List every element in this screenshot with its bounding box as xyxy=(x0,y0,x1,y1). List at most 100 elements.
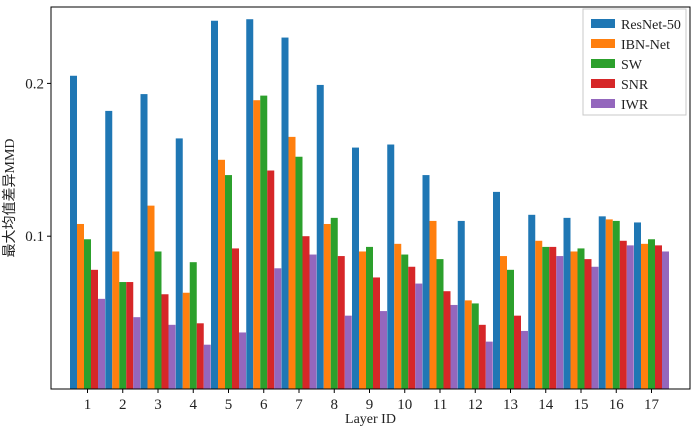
legend-label-iwr: IWR xyxy=(621,98,649,113)
bar-iwr-layer-13 xyxy=(521,330,528,389)
bar-group-layer-3 xyxy=(140,94,176,389)
bar-iwr-layer-6 xyxy=(274,268,282,389)
y-tick-label: 0.2 xyxy=(25,76,44,92)
bar-group-layer-17 xyxy=(634,222,669,389)
bar-snr-layer-10 xyxy=(408,266,416,389)
bar-iwr-layer-10 xyxy=(415,283,423,389)
bar-ibn-net-layer-1 xyxy=(77,223,84,389)
bar-snr-layer-9 xyxy=(373,277,380,389)
bar-iwr-layer-14 xyxy=(556,256,564,389)
bar-snr-layer-17 xyxy=(655,245,662,389)
bar-snr-layer-7 xyxy=(302,236,310,389)
y-tick-label: 0.1 xyxy=(25,229,44,245)
bar-snr-layer-6 xyxy=(267,170,275,389)
bar-ibn-net-layer-3 xyxy=(147,205,155,389)
x-tick-label: 14 xyxy=(538,397,554,413)
x-tick-label: 15 xyxy=(574,397,589,413)
bar-resnet-50-layer-17 xyxy=(634,222,641,389)
x-tick-label: 9 xyxy=(366,397,374,413)
bar-iwr-layer-8 xyxy=(344,315,352,389)
bar-snr-layer-2 xyxy=(126,282,134,389)
x-tick-label: 5 xyxy=(225,397,233,413)
bar-resnet-50-layer-16 xyxy=(598,216,606,389)
legend-label-snr: SNR xyxy=(621,78,649,93)
bar-snr-layer-4 xyxy=(196,323,204,389)
bar-sw-layer-5 xyxy=(225,175,232,389)
bar-group-layer-6 xyxy=(246,19,282,390)
bar-snr-layer-12 xyxy=(478,324,486,389)
bar-iwr-layer-12 xyxy=(485,341,493,389)
bar-snr-layer-11 xyxy=(443,291,451,389)
legend-swatch-ibn-net xyxy=(591,39,615,48)
bar-snr-layer-1 xyxy=(91,269,98,389)
bar-resnet-50-layer-15 xyxy=(563,217,571,389)
bar-ibn-net-layer-2 xyxy=(112,251,120,389)
bar-ibn-net-layer-11 xyxy=(429,220,437,389)
x-tick-label: 7 xyxy=(295,397,303,413)
bar-sw-layer-10 xyxy=(401,254,409,389)
bar-ibn-net-layer-9 xyxy=(359,251,366,389)
bar-group-layer-4 xyxy=(175,138,211,389)
y-axis-label: 最大均值差异MMD xyxy=(2,138,18,257)
bar-iwr-layer-15 xyxy=(591,266,599,389)
bar-sw-layer-9 xyxy=(366,246,373,389)
bar-snr-layer-15 xyxy=(584,259,592,389)
bar-iwr-layer-1 xyxy=(98,298,105,389)
bar-snr-layer-5 xyxy=(232,248,239,389)
bar-snr-layer-3 xyxy=(161,294,169,389)
bar-iwr-layer-16 xyxy=(626,245,634,389)
bar-group-layer-1 xyxy=(70,75,105,389)
bar-ibn-net-layer-8 xyxy=(323,223,331,389)
bar-group-layer-12 xyxy=(457,220,493,389)
bar-group-layer-14 xyxy=(528,214,564,389)
bar-group-layer-10 xyxy=(387,144,423,389)
x-tick-label: 6 xyxy=(260,397,268,413)
bar-group-layer-9 xyxy=(352,147,387,389)
bar-sw-layer-17 xyxy=(648,239,655,389)
bar-sw-layer-4 xyxy=(189,262,197,389)
bar-snr-layer-8 xyxy=(337,256,345,389)
bar-resnet-50-layer-12 xyxy=(457,220,465,389)
bar-group-layer-8 xyxy=(316,84,352,390)
bar-sw-layer-12 xyxy=(471,303,479,389)
bar-iwr-layer-5 xyxy=(239,332,246,389)
bar-sw-layer-6 xyxy=(260,95,268,390)
bar-sw-layer-15 xyxy=(577,248,585,389)
plot-frame xyxy=(50,6,691,390)
legend-label-ibn-net: IBN-Net xyxy=(621,38,670,53)
bar-ibn-net-layer-17 xyxy=(641,243,648,389)
bar-snr-layer-16 xyxy=(619,240,627,389)
x-tick-label: 12 xyxy=(468,397,483,413)
legend-swatch-snr xyxy=(591,79,615,88)
bar-iwr-layer-3 xyxy=(168,324,176,389)
bar-resnet-50-layer-1 xyxy=(70,75,77,389)
x-tick-label: 10 xyxy=(397,397,412,413)
bar-sw-layer-14 xyxy=(542,246,550,389)
bar-iwr-layer-7 xyxy=(309,254,317,389)
bar-resnet-50-layer-3 xyxy=(140,94,148,389)
bar-group-layer-15 xyxy=(563,217,599,389)
bar-ibn-net-layer-13 xyxy=(500,256,507,389)
bar-resnet-50-layer-8 xyxy=(316,84,324,390)
bar-iwr-layer-11 xyxy=(450,304,458,389)
bar-sw-layer-1 xyxy=(84,239,91,389)
bar-ibn-net-layer-4 xyxy=(182,292,190,389)
x-tick-label: 3 xyxy=(154,397,162,413)
legend-swatch-sw xyxy=(591,59,615,68)
bar-iwr-layer-17 xyxy=(662,251,669,389)
bar-ibn-net-layer-14 xyxy=(535,240,543,389)
legend-label-sw: SW xyxy=(621,58,643,73)
x-tick-label: 4 xyxy=(190,397,198,413)
x-tick-label: 13 xyxy=(503,397,518,413)
legend-label-resnet-50: ResNet-50 xyxy=(621,18,681,33)
bar-group-layer-11 xyxy=(422,175,458,389)
bar-iwr-layer-4 xyxy=(203,344,211,389)
bar-sw-layer-7 xyxy=(295,156,303,389)
bar-resnet-50-layer-10 xyxy=(387,144,395,389)
bar-snr-layer-13 xyxy=(514,315,521,389)
bar-sw-layer-16 xyxy=(612,220,620,389)
bar-resnet-50-layer-11 xyxy=(422,175,430,389)
bar-group-layer-2 xyxy=(105,110,141,390)
bar-snr-layer-14 xyxy=(549,246,557,389)
